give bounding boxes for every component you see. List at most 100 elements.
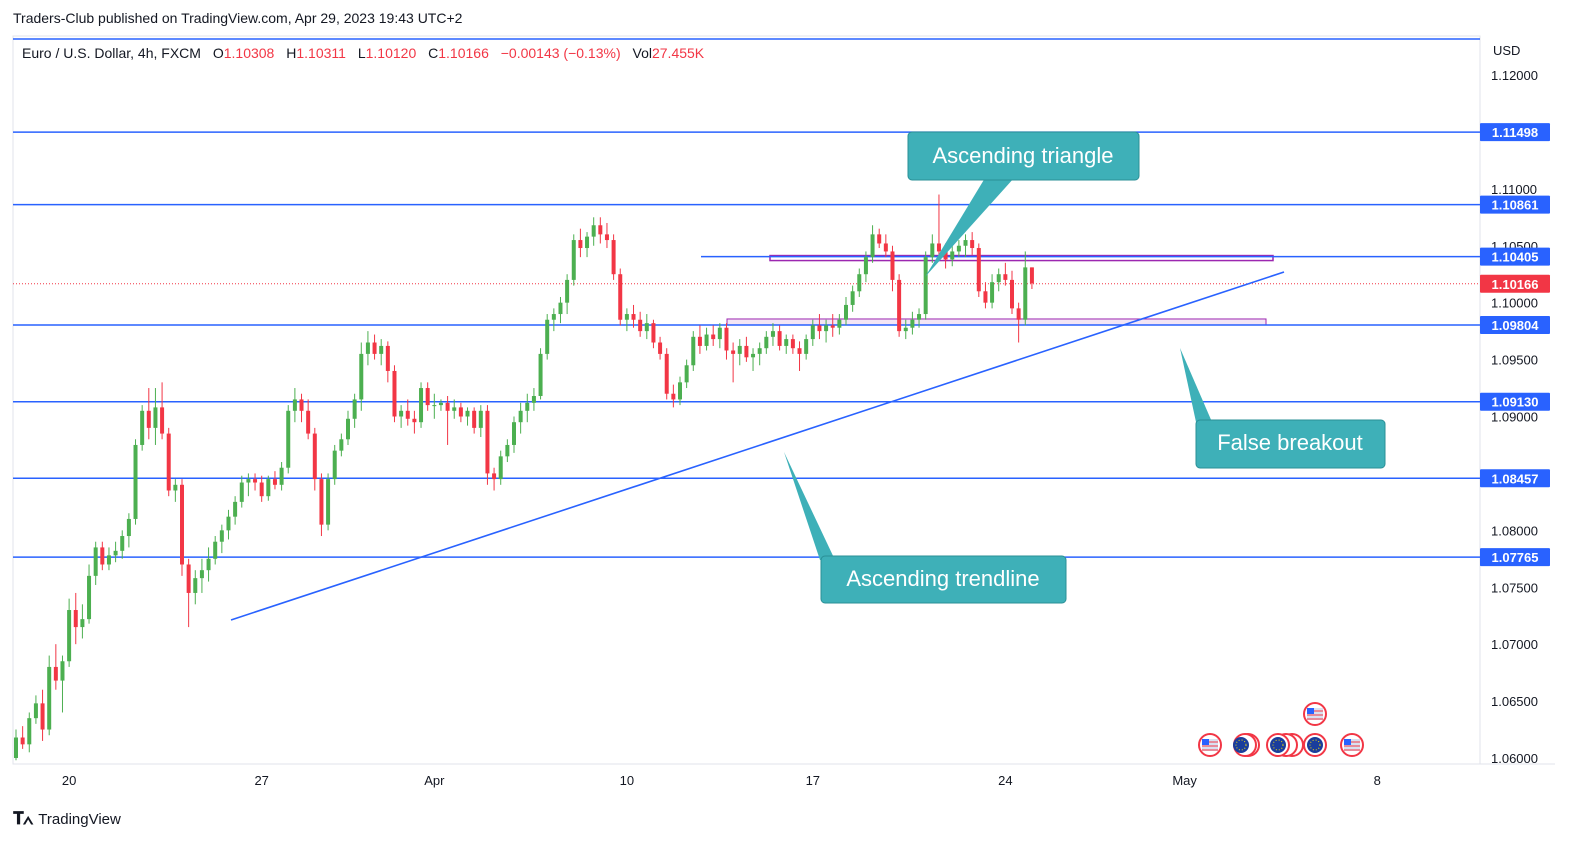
candle[interactable] [292,388,297,423]
candle[interactable] [757,342,762,366]
price-tag[interactable]: 1.10861 [1480,195,1550,214]
candle[interactable] [160,382,165,440]
candle[interactable] [512,416,516,453]
candle[interactable] [817,314,822,340]
candle[interactable] [279,462,284,491]
candle[interactable] [890,245,895,292]
candle[interactable] [20,726,25,749]
candle[interactable] [465,407,470,426]
candle[interactable] [219,524,224,554]
candle[interactable] [47,655,52,736]
candle[interactable] [133,439,138,525]
candle[interactable] [565,274,570,315]
candle[interactable] [180,479,184,576]
candle[interactable] [990,274,995,309]
event-flags[interactable] [1198,702,1364,757]
candle[interactable] [326,473,331,531]
candle[interactable] [372,334,377,360]
candle[interactable] [120,530,125,559]
candle[interactable] [850,285,855,312]
candle[interactable] [1003,262,1008,286]
candle[interactable] [638,311,643,337]
eu-flag-icon[interactable] [1233,733,1260,757]
candle[interactable] [472,407,477,434]
candle[interactable] [1023,251,1028,326]
candle[interactable] [883,234,888,258]
candle[interactable] [711,325,716,346]
candle[interactable] [226,509,231,540]
candle[interactable] [153,388,158,445]
candle[interactable] [830,314,835,337]
candle[interactable] [106,547,111,571]
candle[interactable] [352,393,357,428]
candle[interactable] [658,336,663,360]
candle[interactable] [33,695,38,724]
candle[interactable] [651,319,656,349]
candle[interactable] [193,570,198,605]
candle[interactable] [299,393,304,423]
candle[interactable] [678,376,682,406]
candle[interactable] [339,433,344,457]
candle[interactable] [233,496,238,525]
candle[interactable] [585,232,590,258]
candle[interactable] [731,342,736,383]
candle[interactable] [751,348,756,371]
candle[interactable] [40,689,45,741]
candle[interactable] [14,729,18,761]
candle[interactable] [272,471,277,490]
candle[interactable] [983,282,988,309]
candle[interactable] [140,405,145,451]
candle[interactable] [259,475,264,502]
candle[interactable] [405,399,410,426]
candle[interactable] [963,234,968,258]
candle[interactable] [804,334,809,360]
candle[interactable] [797,341,802,371]
candle[interactable] [100,541,105,571]
candle[interactable] [744,336,749,362]
candle[interactable] [538,348,543,400]
price-tag[interactable]: 1.09804 [1480,315,1550,334]
candle[interactable] [724,323,729,360]
candle[interactable] [126,513,131,548]
candle[interactable] [445,396,450,445]
candle[interactable] [346,410,350,445]
candle[interactable] [485,405,490,485]
candle[interactable] [166,427,171,497]
candle[interactable] [996,268,1001,292]
price-tag[interactable]: 1.10166 [1480,274,1550,293]
candle[interactable] [671,384,676,408]
eu-flag-icon[interactable] [1303,733,1327,757]
candle[interactable] [810,319,815,346]
candle[interactable] [611,234,616,280]
candle[interactable] [664,348,669,400]
candle[interactable] [950,245,955,267]
candle[interactable] [571,234,576,286]
candle[interactable] [697,325,702,354]
candle[interactable] [1029,267,1034,290]
support-zone[interactable] [726,318,1267,326]
candle[interactable] [790,334,795,354]
candle[interactable] [598,217,603,244]
candle[interactable] [365,331,370,366]
candle[interactable] [306,399,311,440]
candle[interactable] [857,268,862,297]
candle[interactable] [956,240,961,258]
candle[interactable] [525,393,530,423]
candle[interactable] [246,473,251,497]
candle[interactable] [618,268,623,326]
candle[interactable] [877,228,882,249]
candle[interactable] [704,327,709,351]
candle[interactable] [419,382,424,428]
candle[interactable] [777,325,782,351]
candle[interactable] [385,341,390,383]
eu-flag-icon[interactable] [1266,733,1304,757]
candle[interactable] [93,541,98,585]
candle[interactable] [458,402,463,423]
candle[interactable] [930,234,935,263]
candle[interactable] [631,304,636,328]
candle[interactable] [551,308,556,332]
candle[interactable] [624,308,629,332]
candle[interactable] [910,311,915,335]
candle[interactable] [319,473,324,537]
